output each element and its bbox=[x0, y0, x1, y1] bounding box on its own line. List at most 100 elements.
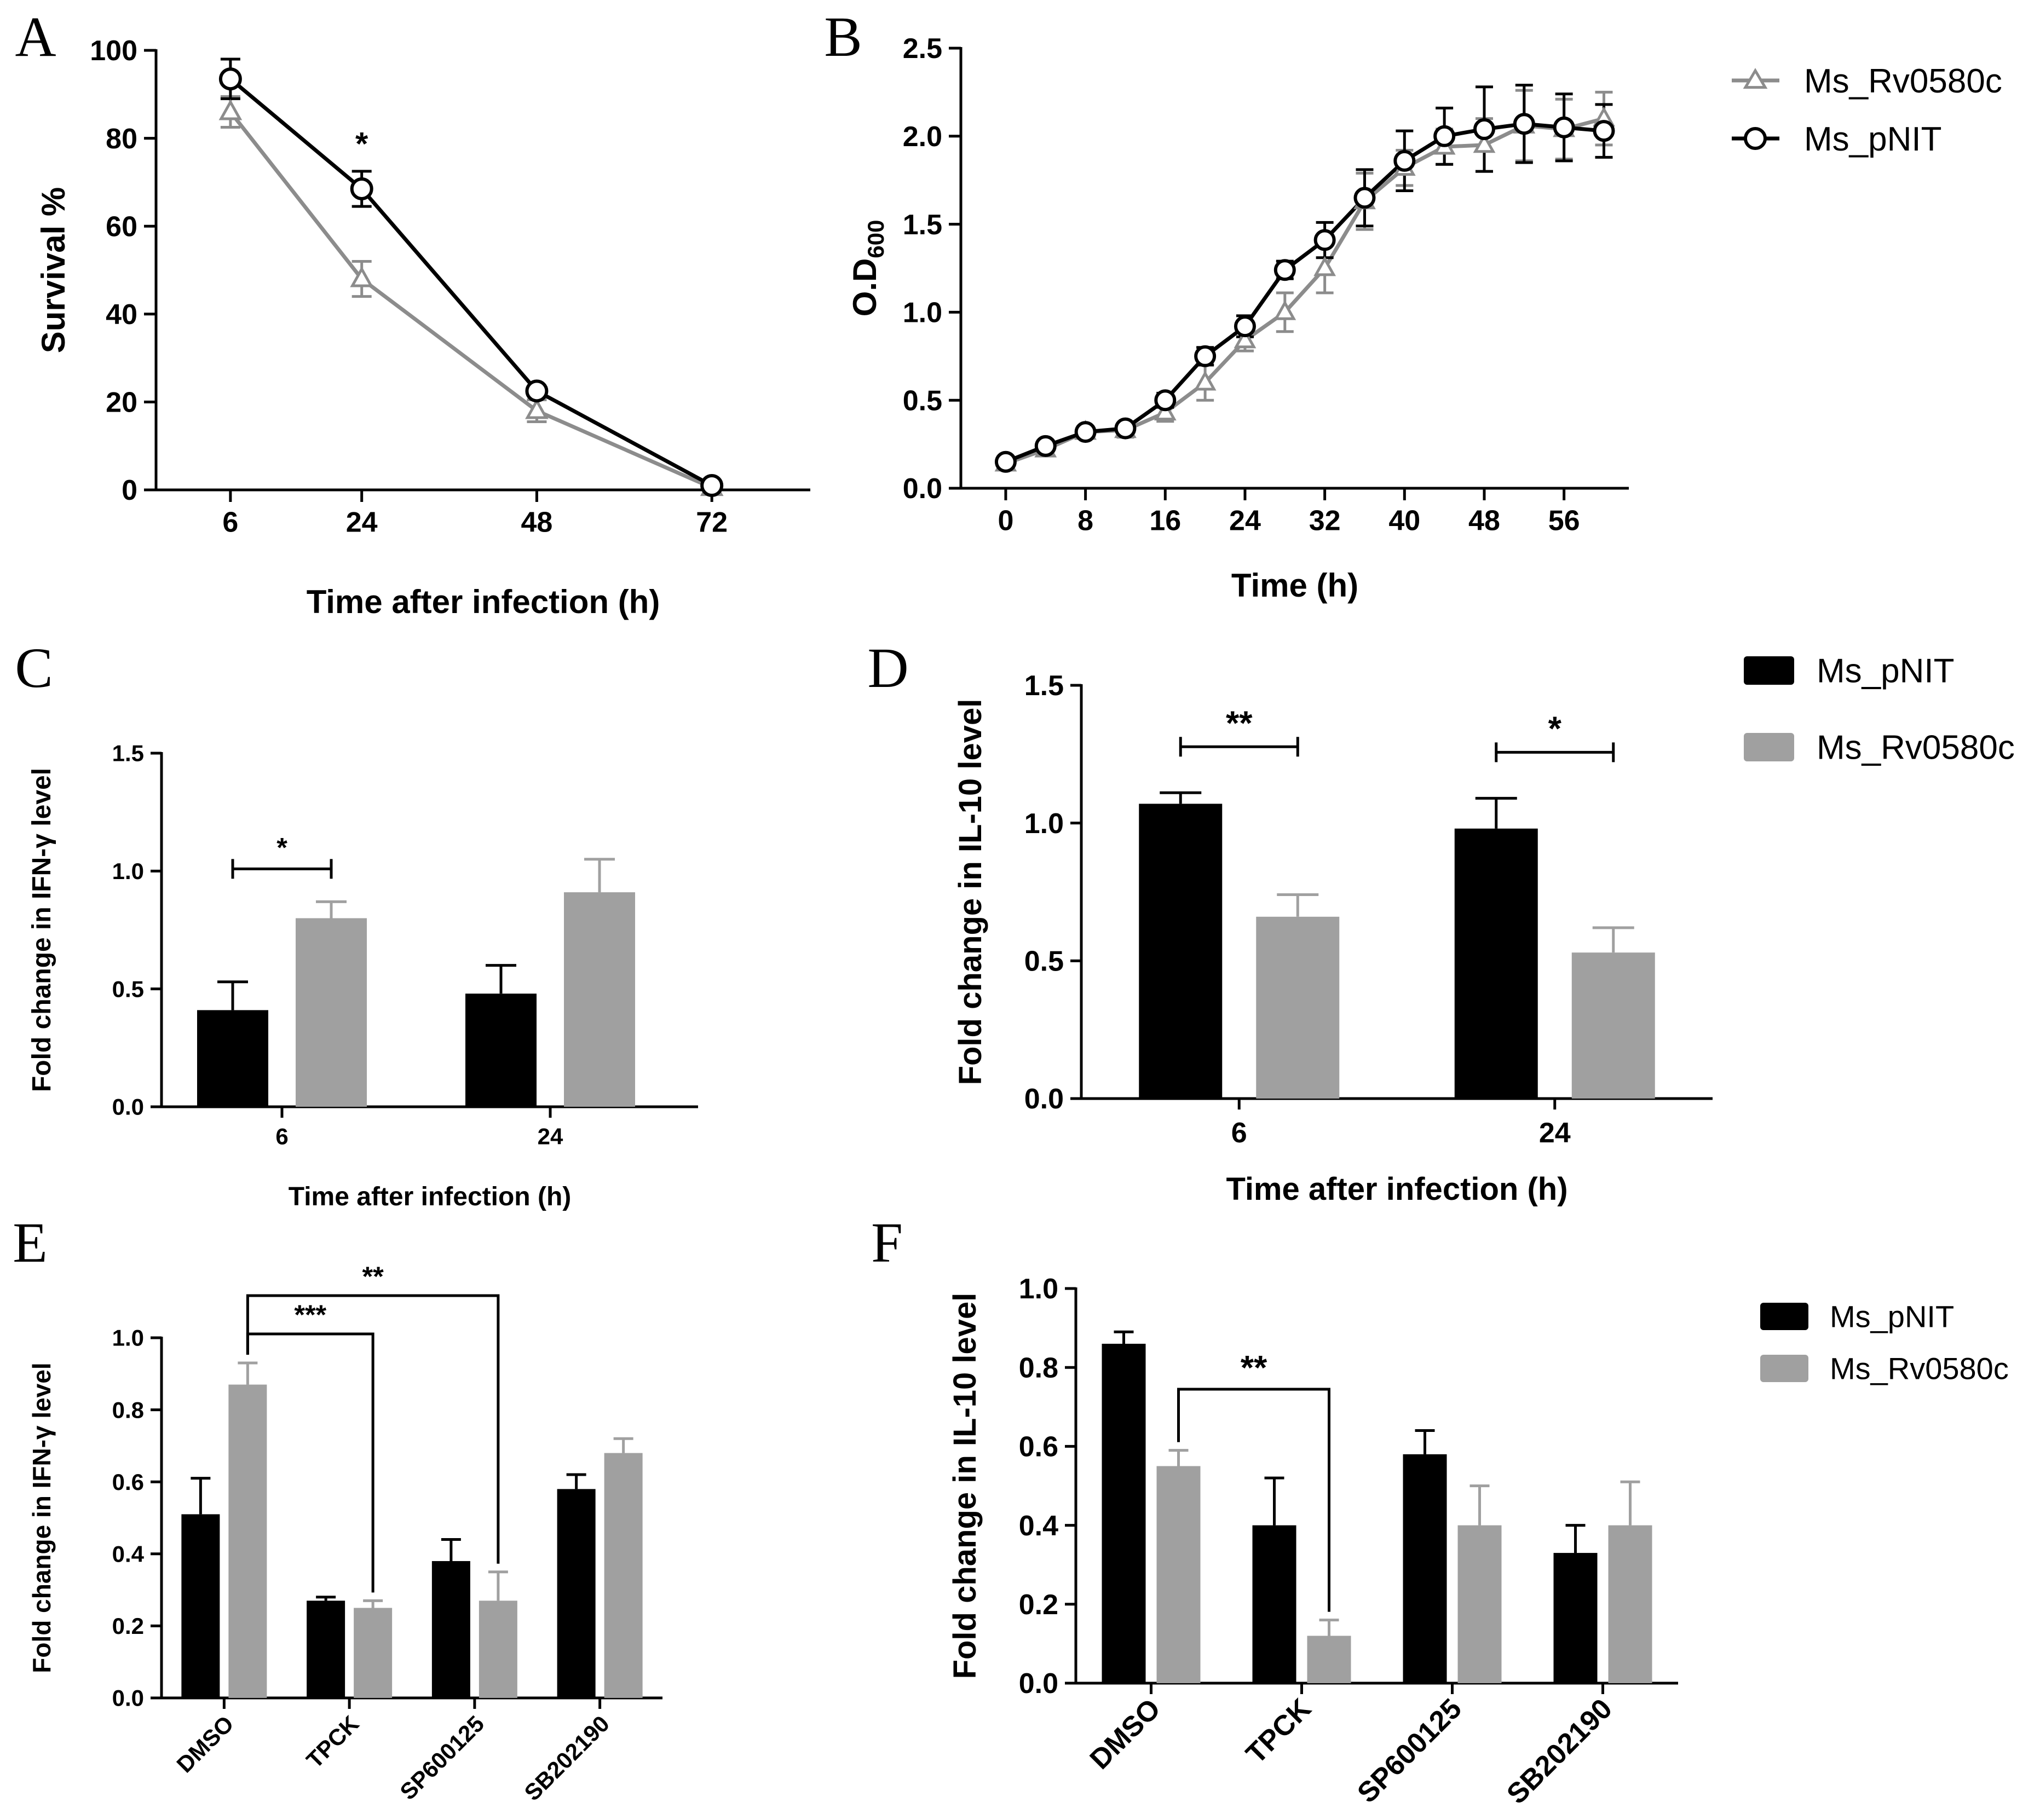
y-tick-label: 0.0 bbox=[112, 1094, 144, 1120]
data-point-circle bbox=[1313, 229, 1336, 251]
y-axis-label: Fold change in IL-10 level bbox=[953, 699, 988, 1085]
data-point-triangle bbox=[1194, 370, 1217, 391]
y-tick-label: 0.5 bbox=[903, 385, 942, 417]
legend-label: Ms_Rv0580c bbox=[1830, 1351, 2009, 1386]
y-axis-label-main: O.D bbox=[846, 258, 883, 317]
bar-Ms_pNIT-SB202190 bbox=[557, 1489, 596, 1698]
significance-bracket bbox=[231, 859, 333, 879]
x-tick-label: 48 bbox=[521, 507, 552, 539]
legend-label: Ms_pNIT bbox=[1817, 652, 1954, 690]
x-tick-label: 6 bbox=[1231, 1117, 1247, 1149]
y-tick-label: 0.2 bbox=[1019, 1589, 1058, 1621]
y-tick-label: 60 bbox=[106, 211, 137, 242]
legend-swatch-Ms_Rv0580c bbox=[1744, 733, 1794, 761]
x-tick-label: SP600125 bbox=[1351, 1692, 1468, 1809]
significance-stars: * bbox=[1548, 710, 1562, 748]
y-tick-label: 0.4 bbox=[1019, 1510, 1058, 1542]
bar-Ms_Rv0580c-SB202190 bbox=[1608, 1525, 1652, 1683]
x-tick-label: 48 bbox=[1468, 505, 1500, 537]
data-point-circle bbox=[700, 473, 724, 497]
y-tick-label: 2.0 bbox=[903, 121, 942, 153]
error-bar bbox=[1319, 1619, 1339, 1636]
y-axis-label: O.D600 bbox=[846, 220, 889, 317]
legend-swatch-Ms_Rv0580c bbox=[1760, 1355, 1808, 1382]
x-tick-label: 24 bbox=[346, 507, 378, 539]
x-tick-label: 24 bbox=[538, 1123, 563, 1149]
error-bar bbox=[441, 1538, 461, 1561]
x-tick-label: SP600125 bbox=[395, 1711, 489, 1805]
x-tick-label: 24 bbox=[1229, 505, 1261, 537]
legend-label: Ms_pNIT bbox=[1830, 1299, 1954, 1334]
y-axis-label: Survival % bbox=[35, 187, 72, 354]
error-bar bbox=[1160, 791, 1202, 804]
panel-letter-b: B bbox=[824, 5, 862, 68]
y-tick-label: 1.0 bbox=[1024, 808, 1064, 840]
data-point-circle bbox=[1154, 389, 1177, 412]
data-point-circle bbox=[1194, 345, 1217, 367]
significance-bracket bbox=[1495, 742, 1615, 762]
bar-Ms_pNIT-TPCK bbox=[307, 1601, 345, 1698]
y-axis-label: Fold change in IFN-γ level bbox=[27, 768, 56, 1092]
error-bar bbox=[238, 1361, 258, 1385]
data-point-circle bbox=[1433, 125, 1456, 147]
y-tick-label: 0.0 bbox=[1024, 1083, 1064, 1115]
y-tick-label: 0.2 bbox=[112, 1613, 144, 1639]
y-tick-label: 0.0 bbox=[903, 473, 942, 505]
error-bar bbox=[1264, 1476, 1284, 1526]
legend-label: Ms_Rv0580c bbox=[1817, 729, 2015, 767]
error-bar bbox=[1114, 1330, 1134, 1344]
bar-Ms_Rv0580c-6 bbox=[296, 918, 367, 1107]
data-point-circle bbox=[218, 67, 242, 91]
error-bar bbox=[1168, 1449, 1189, 1466]
y-tick-label: 0 bbox=[122, 475, 137, 506]
bar-Ms_Rv0580c-6 bbox=[1256, 916, 1340, 1099]
y-tick-label: 100 bbox=[90, 35, 137, 67]
series-line-Ms_Rv0580c bbox=[1005, 117, 1605, 466]
error-bar bbox=[191, 1477, 211, 1515]
x-tick-label: 32 bbox=[1309, 505, 1341, 537]
y-tick-label: 0.8 bbox=[1019, 1352, 1058, 1384]
legend-swatch-Ms_pNIT bbox=[1760, 1303, 1808, 1330]
bar-Ms_pNIT-DMSO bbox=[1102, 1343, 1146, 1683]
y-tick-label: 1.5 bbox=[903, 209, 942, 241]
significance-bracket bbox=[1177, 1388, 1330, 1612]
x-tick-label: DMSO bbox=[171, 1711, 238, 1777]
error-bar bbox=[316, 900, 347, 918]
bar-Ms_pNIT-SB202190 bbox=[1553, 1553, 1598, 1683]
y-tick-label: 0.8 bbox=[112, 1397, 144, 1423]
data-point-circle bbox=[1074, 421, 1097, 443]
x-tick-label: SB202190 bbox=[519, 1711, 614, 1806]
error-bar bbox=[488, 1570, 508, 1601]
x-tick-label: TPCK bbox=[1240, 1692, 1317, 1770]
bar-Ms_pNIT-24 bbox=[1454, 828, 1538, 1099]
x-tick-label: 40 bbox=[1388, 505, 1420, 537]
bar-Ms_Rv0580c-24 bbox=[564, 892, 635, 1107]
bar-Ms_Rv0580c-DMSO bbox=[1156, 1466, 1201, 1683]
data-point-triangle bbox=[1473, 132, 1496, 153]
x-tick-label: 72 bbox=[696, 507, 728, 539]
data-point-circle bbox=[994, 450, 1017, 473]
data-point-triangle bbox=[350, 266, 374, 287]
error-bar bbox=[217, 980, 248, 1010]
y-tick-label: 1.0 bbox=[903, 297, 942, 329]
data-point-triangle bbox=[1313, 256, 1336, 276]
y-tick-label: 1.5 bbox=[1024, 670, 1064, 702]
y-tick-label: 1.5 bbox=[112, 741, 144, 766]
error-bar bbox=[363, 1599, 383, 1608]
bar-Ms_pNIT-24 bbox=[465, 993, 537, 1107]
significance-stars: ** bbox=[1226, 704, 1253, 742]
legend-swatch-Ms_pNIT bbox=[1744, 656, 1794, 685]
data-point-circle bbox=[1273, 259, 1296, 281]
panel-letter-e: E bbox=[13, 1211, 48, 1274]
y-tick-label: 0.6 bbox=[1019, 1431, 1058, 1463]
legend-label: Ms_Rv0580c bbox=[1804, 62, 2002, 100]
data-point-triangle bbox=[218, 99, 243, 120]
significance-star: * bbox=[355, 125, 368, 162]
y-tick-label: 0.6 bbox=[112, 1469, 144, 1495]
series-line-Ms_pNIT bbox=[229, 77, 713, 488]
bar-Ms_Rv0580c-TPCK bbox=[1307, 1636, 1351, 1683]
error-bar bbox=[1469, 1484, 1490, 1526]
bar-Ms_pNIT-SP600125 bbox=[1403, 1454, 1447, 1683]
y-tick-label: 0.5 bbox=[112, 976, 144, 1002]
